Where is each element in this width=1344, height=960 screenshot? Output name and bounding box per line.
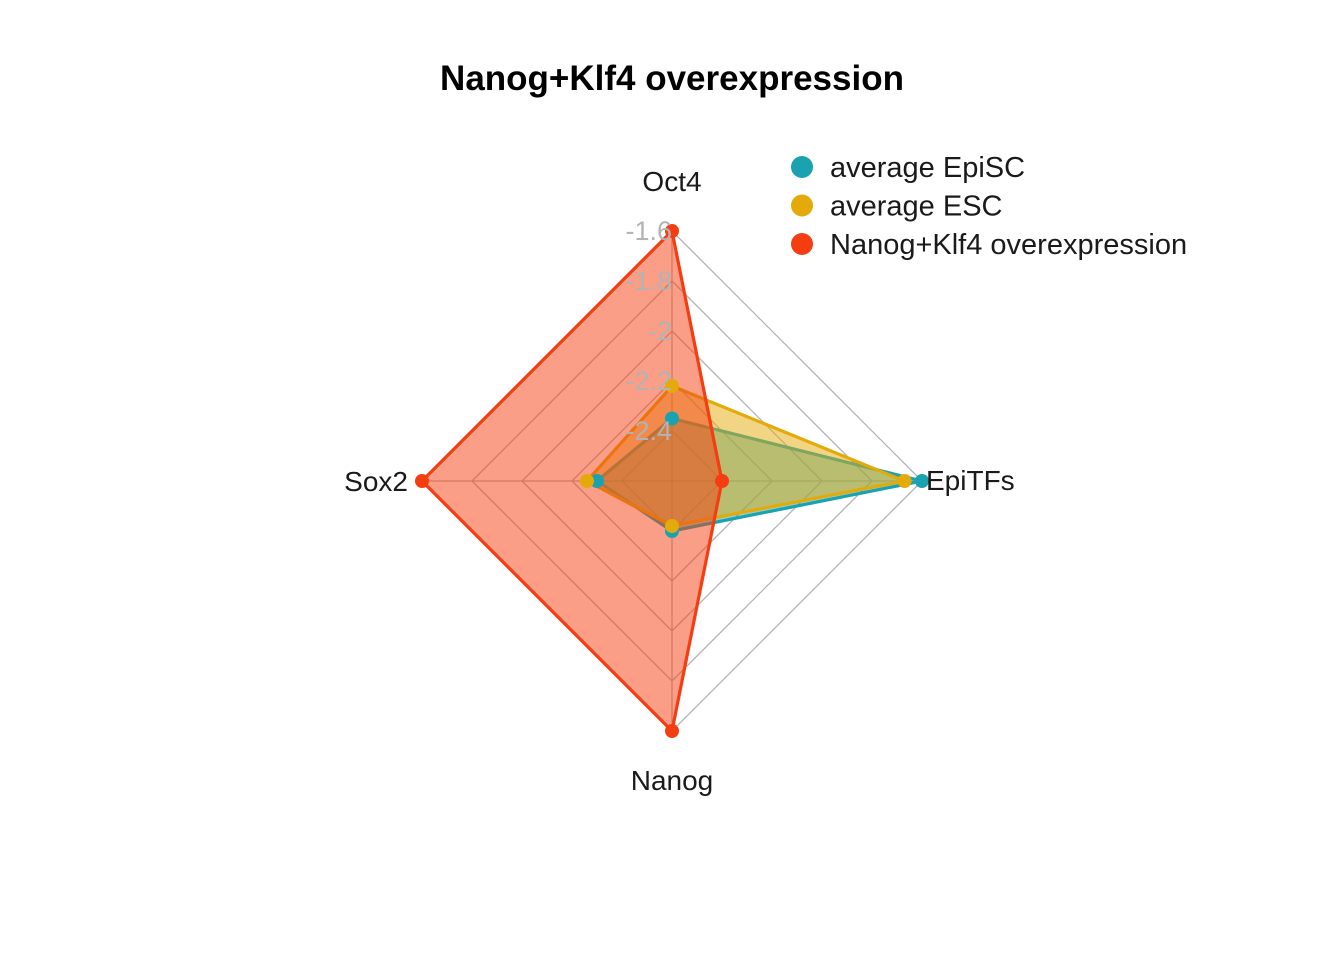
- data-point: [415, 474, 429, 488]
- legend-label: Nanog+Klf4 overexpression: [830, 229, 1187, 261]
- data-point: [590, 474, 604, 488]
- chart-title: Nanog+Klf4 overexpression: [440, 59, 904, 98]
- legend-label: average ESC: [830, 191, 1003, 223]
- axis-label-epitfs: EpiTFs: [926, 465, 1015, 496]
- tick-labels: -1.6 -1.8 -2 -2.2 -2.4: [625, 216, 672, 446]
- tick-label: -1.6: [625, 216, 672, 246]
- series-area-3: [419, 227, 724, 735]
- data-point: [665, 411, 679, 426]
- data-point: [715, 474, 729, 488]
- data-point: [665, 224, 679, 238]
- series-layer: [415, 224, 929, 738]
- data-point: [665, 724, 679, 738]
- legend-label: average EpiSC: [830, 152, 1025, 184]
- data-point: [665, 379, 679, 393]
- axis-label-sox2: Sox2: [344, 466, 408, 497]
- tick-label: -2: [648, 316, 672, 346]
- data-point: [897, 474, 912, 488]
- data-point: [580, 474, 594, 488]
- data-point: [665, 519, 679, 533]
- tick-label: -1.8: [625, 266, 672, 296]
- axis-labels: Oct4 EpiTFs Nanog Sox2: [344, 166, 1015, 796]
- data-point: [915, 474, 929, 488]
- legend-marker: [791, 156, 813, 178]
- tick-label: -2.2: [625, 366, 672, 396]
- axis-label-nanog: Nanog: [631, 765, 714, 796]
- axis-label-oct4: Oct4: [642, 166, 701, 197]
- legend-marker: [791, 194, 813, 217]
- tick-label: -2.4: [625, 416, 672, 446]
- legend: average EpiSC average ESC Nanog+Klf4 overe…: [791, 152, 1187, 261]
- legend-marker: [791, 233, 813, 255]
